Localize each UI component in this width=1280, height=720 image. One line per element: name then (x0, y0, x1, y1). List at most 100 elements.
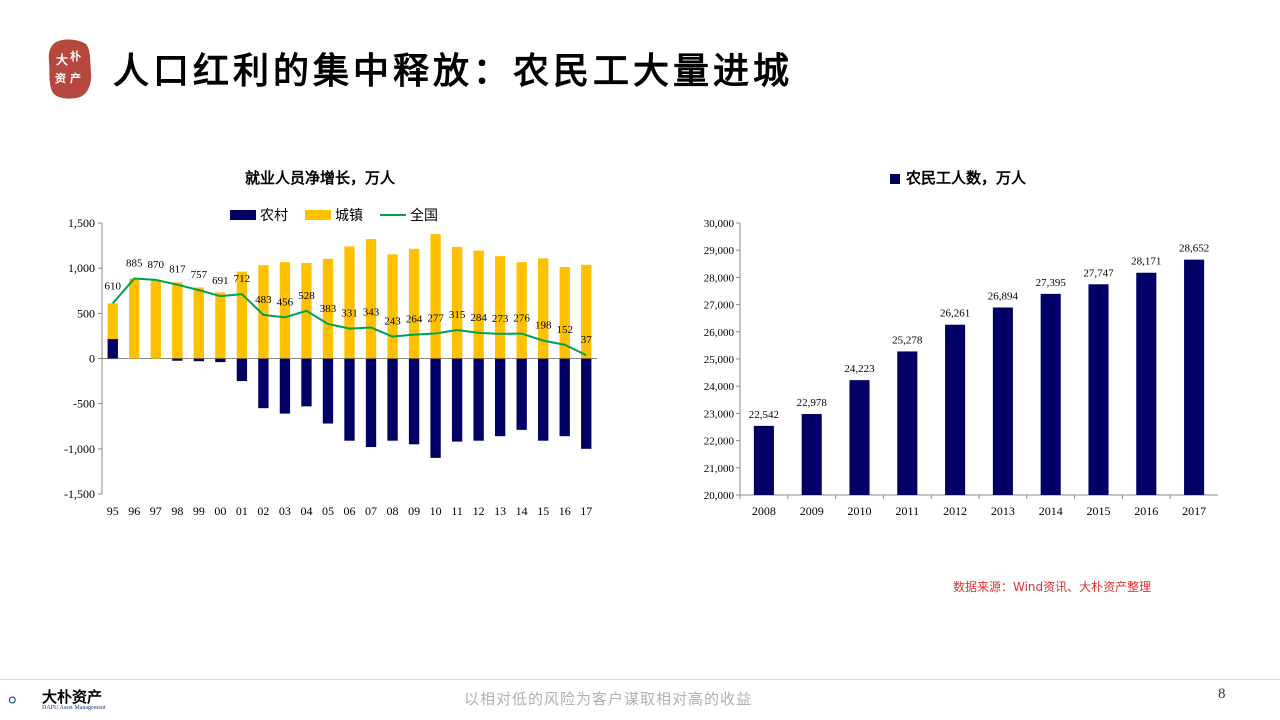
migrant-worker-bar (1088, 284, 1109, 495)
urban-bar (279, 262, 291, 359)
rural-bar (258, 358, 269, 409)
urban-bar (408, 248, 420, 359)
footer-divider (0, 679, 1280, 680)
left-x-tick-label: 07 (365, 504, 377, 518)
urban-bar (387, 254, 398, 359)
footer-brand: 大朴资产 (42, 688, 103, 706)
total-data-label: 243 (384, 316, 401, 328)
total-data-label: 817 (169, 264, 186, 276)
right-y-tick-label: 21,000 (704, 463, 735, 475)
footer-brand-en: DAPU Asset Management (42, 705, 106, 711)
left-x-tick-label: 98 (171, 504, 183, 518)
left-x-tick-label: 05 (322, 504, 334, 518)
svg-text:产: 产 (70, 71, 81, 85)
urban-bar (193, 287, 205, 359)
left-x-tick-label: 04 (300, 504, 312, 518)
page-number: 8 (1218, 686, 1226, 702)
urban-bar (451, 246, 463, 359)
rural-bar (193, 358, 205, 362)
left-y-tick-label: 1,000 (68, 261, 95, 275)
left-x-tick-label: 09 (408, 504, 420, 518)
left-x-tick-label: 13 (494, 504, 506, 518)
left-x-tick-label: 95 (107, 504, 119, 518)
rural-bar (430, 358, 441, 458)
migrant-worker-data-label: 24,223 (844, 363, 875, 375)
rural-bar (236, 358, 248, 382)
urban-bar (258, 265, 269, 359)
left-x-tick-label: 03 (279, 504, 291, 518)
rural-bar (387, 358, 398, 441)
urban-bar (215, 292, 226, 359)
right-legend-swatch (890, 173, 900, 184)
legend-swatch (230, 210, 256, 220)
right-y-tick-label: 23,000 (704, 408, 735, 420)
left-x-tick-label: 11 (451, 504, 463, 518)
total-data-label: 37 (581, 334, 593, 346)
left-x-tick-label: 14 (516, 504, 528, 518)
rural-bar (215, 358, 226, 363)
left-y-tick-label: -500 (73, 397, 95, 411)
left-x-tick-label: 08 (387, 504, 399, 518)
right-x-tick-label: 2016 (1134, 504, 1158, 518)
rural-bar (559, 358, 570, 437)
urban-bar (344, 246, 355, 359)
total-data-label: 343 (363, 307, 380, 319)
left-y-tick-label: 1,500 (68, 216, 95, 230)
total-data-label: 383 (320, 303, 337, 315)
legend-label: 全国 (410, 207, 438, 224)
left-x-tick-label: 01 (236, 504, 248, 518)
urban-bar (107, 303, 118, 340)
rural-bar (107, 339, 118, 359)
right-chart-title: 农民工人数，万人 (890, 167, 1026, 188)
rural-bar (301, 358, 312, 407)
left-y-tick-label: 500 (77, 306, 95, 320)
urban-bar (538, 258, 549, 359)
total-data-label: 331 (341, 308, 358, 320)
urban-bar (516, 262, 527, 359)
right-x-tick-label: 2012 (943, 504, 967, 518)
svg-text:朴: 朴 (70, 49, 81, 63)
left-y-tick-label: -1,000 (64, 442, 95, 456)
left-x-tick-label: 12 (473, 504, 485, 518)
data-source-note: 数据来源：Wind资讯、大朴资产整理 (953, 580, 1152, 594)
migrant-worker-bar (753, 425, 774, 495)
migrant-worker-data-label: 27,747 (1083, 267, 1114, 279)
total-data-label: 273 (492, 313, 509, 325)
migrant-worker-data-label: 22,978 (797, 397, 828, 409)
right-y-tick-label: 27,000 (704, 300, 735, 312)
left-chart-title: 就业人员净增长，万人 (245, 169, 396, 187)
migrant-worker-bar (801, 413, 822, 495)
migrant-worker-bar (1136, 272, 1157, 495)
migrant-worker-bar (1184, 259, 1205, 495)
left-y-tick-label: -1,500 (64, 487, 95, 501)
migrant-worker-data-label: 28,652 (1179, 243, 1209, 255)
left-x-tick-label: 99 (193, 504, 205, 518)
left-x-tick-label: 10 (430, 504, 442, 518)
migrant-worker-bar (897, 351, 918, 495)
urban-bar (494, 256, 506, 359)
urban-bar (129, 278, 140, 359)
migrant-worker-bar (1040, 293, 1061, 495)
footer-slogan: 以相对低的风险为客户谋取相对高的收益 (464, 690, 753, 708)
rural-bar (538, 358, 549, 441)
page-title: 人口红利的集中释放：农民工大量进城 (113, 50, 794, 92)
urban-bar (150, 279, 161, 359)
total-data-label: 757 (191, 269, 208, 281)
rural-bar (322, 358, 334, 424)
migrant-worker-bar (992, 307, 1013, 495)
left-x-tick-label: 15 (537, 504, 549, 518)
urban-bar (559, 267, 570, 359)
urban-bar (236, 271, 248, 359)
rural-bar (408, 358, 420, 445)
rural-bar (473, 358, 484, 441)
svg-text:大: 大 (56, 52, 68, 67)
left-x-tick-label: 16 (559, 504, 571, 518)
right-y-tick-label: 22,000 (704, 436, 735, 448)
total-data-label: 483 (255, 294, 272, 306)
left-x-tick-label: 06 (344, 504, 356, 518)
svg-text:资: 资 (55, 71, 66, 85)
rural-bar (494, 358, 506, 437)
rural-bar (344, 358, 355, 441)
urban-bar (172, 282, 183, 359)
left-x-tick-label: 97 (150, 504, 162, 518)
